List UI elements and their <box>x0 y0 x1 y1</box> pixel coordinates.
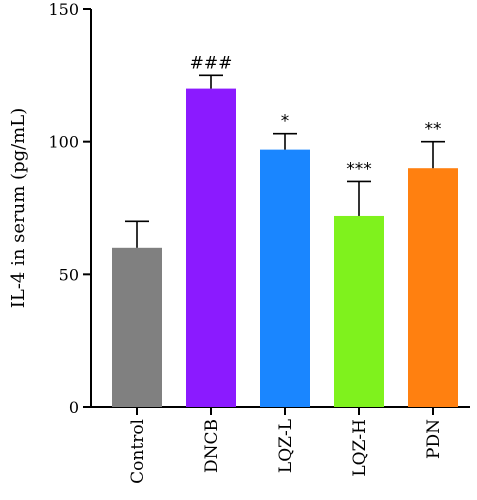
significance-mark: * <box>281 112 290 132</box>
x-axis <box>91 406 470 415</box>
y-tick-label: 150 <box>48 0 79 19</box>
y-axis-label: IL-4 in serum (pg/mL) <box>8 108 29 308</box>
y-tick-label: 50 <box>59 265 79 284</box>
bar-lqz-h <box>334 215 384 407</box>
significance-mark: ** <box>425 120 442 140</box>
y-axis: 0 50 100 150 <box>48 0 92 417</box>
bar-pdn <box>408 168 458 407</box>
bar-dncb <box>186 88 236 407</box>
significance-mark: ### <box>190 53 233 73</box>
significance-annotations: ###****** <box>190 53 442 179</box>
category-label: PDN <box>424 419 444 459</box>
category-label: LQZ-L <box>276 419 296 473</box>
category-label: Control <box>128 419 148 484</box>
y-tick-label: 0 <box>69 398 79 417</box>
y-tick-label: 100 <box>48 133 79 152</box>
category-label: LQZ-H <box>350 419 370 477</box>
bar-lqz-l <box>260 149 310 408</box>
bar-control <box>112 247 162 407</box>
category-labels: Control DNCB LQZ-L LQZ-H PDN <box>128 419 444 484</box>
bars <box>112 88 458 408</box>
error-bars <box>125 74 445 248</box>
significance-mark: *** <box>346 159 372 179</box>
category-label: DNCB <box>202 419 222 473</box>
